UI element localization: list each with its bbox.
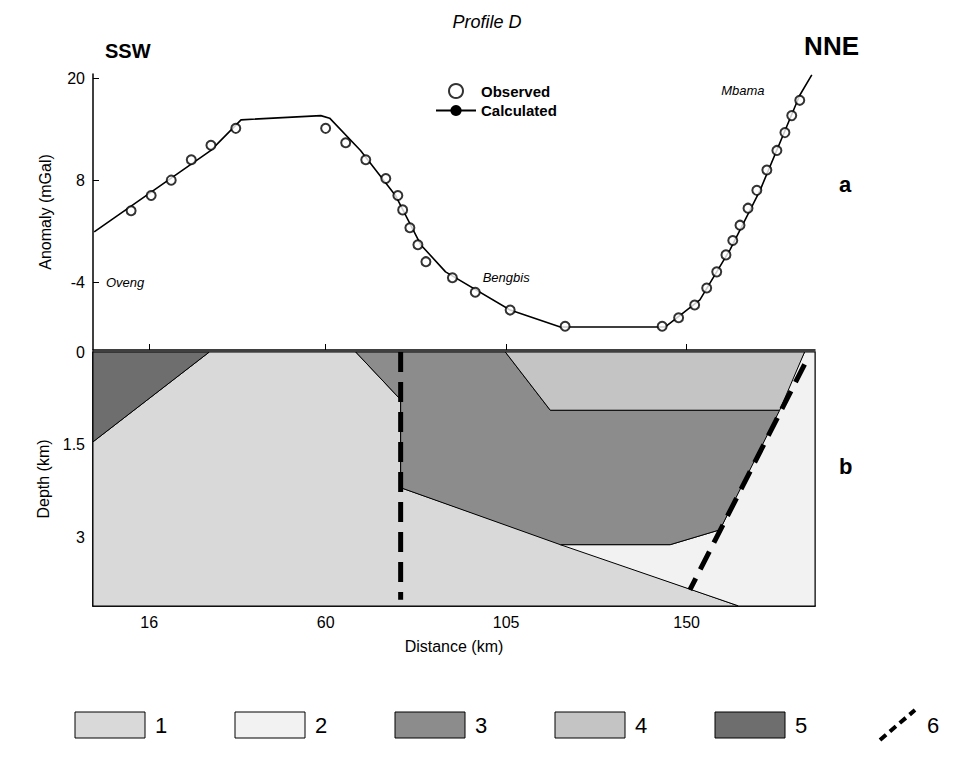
svg-text:60: 60 (317, 614, 335, 631)
svg-text:1.5: 1.5 (63, 436, 85, 453)
svg-text:Calculated: Calculated (481, 102, 557, 119)
svg-text:Depth (km): Depth (km) (35, 439, 52, 518)
svg-text:Profile D: Profile D (452, 12, 521, 32)
svg-text:Observed: Observed (481, 83, 550, 100)
svg-text:NNE: NNE (804, 31, 859, 61)
svg-text:a: a (839, 172, 852, 197)
svg-text:SSW: SSW (105, 40, 151, 62)
svg-text:3: 3 (475, 713, 487, 738)
svg-text:16: 16 (140, 614, 158, 631)
svg-text:5: 5 (795, 713, 807, 738)
svg-text:Oveng: Oveng (106, 275, 145, 290)
svg-text:Mbama: Mbama (721, 83, 764, 98)
svg-text:150: 150 (673, 614, 700, 631)
svg-text:20: 20 (67, 70, 85, 87)
svg-text:4: 4 (635, 713, 647, 738)
svg-text:6: 6 (927, 713, 939, 738)
svg-text:3: 3 (76, 529, 85, 546)
svg-text:8: 8 (76, 172, 85, 189)
svg-text:105: 105 (493, 614, 520, 631)
svg-text:2: 2 (315, 713, 327, 738)
svg-text:Distance (km): Distance (km) (405, 638, 504, 655)
svg-text:Bengbis: Bengbis (483, 270, 530, 285)
svg-text:0: 0 (76, 344, 85, 361)
svg-text:-4: -4 (71, 274, 85, 291)
svg-text:b: b (839, 454, 852, 479)
svg-text:Anomaly (mGal): Anomaly (mGal) (37, 154, 54, 270)
svg-text:1: 1 (155, 713, 167, 738)
